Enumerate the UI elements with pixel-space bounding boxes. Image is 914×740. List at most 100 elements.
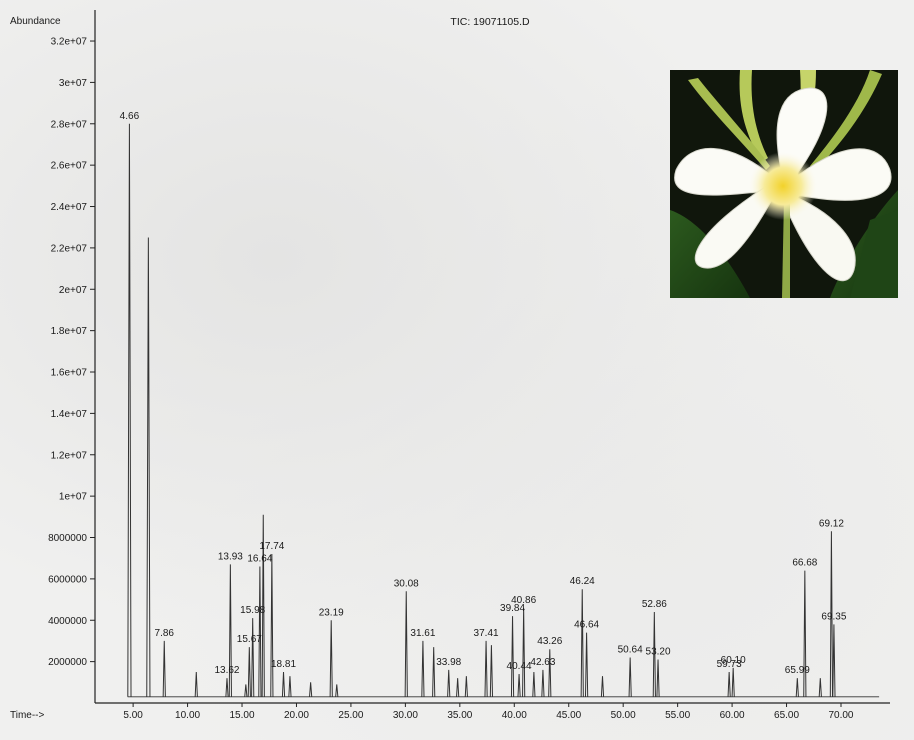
peak-label: 50.64 (618, 644, 643, 655)
peak (194, 671, 198, 697)
y-tick-label: 2.6e+07 (51, 161, 88, 172)
peak (247, 647, 251, 697)
peak (522, 607, 526, 697)
peak-label: 52.86 (642, 599, 667, 610)
x-tick-label: 15.00 (230, 710, 255, 721)
y-tick-label: 1.8e+07 (51, 326, 88, 337)
peak-label: 53.20 (646, 647, 671, 658)
peak (628, 657, 632, 697)
x-tick-label: 10.00 (175, 710, 200, 721)
y-tick-label: 2.2e+07 (51, 243, 88, 254)
peak (464, 676, 468, 697)
peak-label: 33.98 (436, 657, 461, 668)
peak (146, 237, 151, 697)
peak (162, 640, 166, 697)
peak (261, 514, 265, 697)
y-tick-label: 2000000 (48, 657, 87, 668)
x-axis-title: Time--> (10, 710, 45, 721)
peak (584, 632, 589, 697)
peak (251, 618, 255, 697)
peak (127, 123, 132, 697)
peak-label: 40.86 (511, 595, 536, 606)
peak-label: 4.66 (120, 111, 140, 122)
x-tick-label: 40.00 (502, 710, 527, 721)
y-tick-label: 1e+07 (59, 492, 88, 503)
peak-label: 60.10 (721, 655, 746, 666)
peak (727, 671, 731, 697)
peak (541, 669, 545, 697)
peak-label: 13.62 (214, 665, 239, 676)
x-tick-label: 35.00 (447, 710, 472, 721)
peak (329, 620, 333, 697)
peak-label: 16.64 (247, 553, 272, 564)
x-tick-label: 50.00 (611, 710, 636, 721)
x-tick-label: 60.00 (720, 710, 745, 721)
peak-label: 13.93 (218, 551, 243, 562)
peak-label: 23.19 (319, 607, 344, 618)
peak-label: 37.41 (474, 628, 499, 639)
y-tick-label: 2.8e+07 (51, 119, 88, 130)
peak (829, 531, 834, 697)
peak (228, 564, 232, 697)
peak-label: 30.08 (394, 578, 419, 589)
peak (432, 647, 436, 697)
peak-label: 69.35 (821, 611, 846, 622)
peak (652, 611, 656, 697)
y-axis-title: Abundance (10, 16, 61, 27)
peak (489, 645, 494, 697)
peak-label: 66.68 (792, 558, 817, 569)
peak (532, 671, 536, 697)
x-tick-label: 20.00 (284, 710, 309, 721)
x-tick-label: 70.00 (828, 710, 853, 721)
peak (832, 624, 836, 697)
x-tick-label: 65.00 (774, 710, 799, 721)
axes (94, 10, 890, 704)
peak (818, 678, 822, 697)
y-tick-label: 1.2e+07 (51, 450, 88, 461)
peak (335, 684, 339, 697)
peak (244, 684, 248, 697)
peak-label: 69.12 (819, 518, 844, 529)
y-tick-label: 2e+07 (59, 285, 88, 296)
x-tick-label: 45.00 (556, 710, 581, 721)
chart-title: TIC: 19071105.D (450, 16, 530, 28)
x-tick-label: 30.00 (393, 710, 418, 721)
peak-label: 18.81 (271, 659, 296, 670)
peak (517, 674, 521, 697)
y-tick-label: 4000000 (48, 616, 87, 627)
peak (548, 649, 552, 697)
peak (510, 616, 515, 697)
peak (656, 659, 660, 697)
peak-label: 15.67 (237, 634, 262, 645)
peak-label: 43.26 (537, 636, 562, 647)
x-tick-label: 55.00 (665, 710, 690, 721)
x-tick-label: 25.00 (338, 710, 363, 721)
peak-label: 59.73 (717, 659, 742, 670)
x-tick-label: 5.00 (123, 710, 143, 721)
peak (421, 640, 425, 697)
y-ticks: 2000000 4000000 6000000 8000000 1e+07 1.2e+07… (48, 37, 95, 668)
frangipani-flower-photo (670, 70, 898, 298)
peak-label: 46.64 (574, 620, 599, 631)
peak-label: 46.24 (570, 576, 595, 587)
y-tick-label: 8000000 (48, 533, 87, 544)
peak-label: 15.98 (240, 605, 265, 616)
x-ticks: 5.00 10.00 15.00 20.00 25.00 30.00 35.00 40.00 4… (123, 703, 854, 721)
peak (580, 589, 584, 697)
flower-icon (670, 70, 898, 298)
peak-label: 7.86 (155, 628, 175, 639)
peak (731, 667, 735, 697)
y-tick-label: 3.2e+07 (51, 37, 88, 48)
peak (600, 676, 605, 697)
peak (456, 678, 460, 697)
peak (270, 554, 274, 697)
peak (281, 671, 286, 697)
trace (127, 123, 880, 698)
peak-label: 17.74 (259, 541, 284, 552)
peak (309, 682, 313, 697)
peak-label: 40.44 (507, 661, 532, 672)
peak-label: 65.99 (785, 665, 810, 676)
peak (288, 676, 292, 697)
